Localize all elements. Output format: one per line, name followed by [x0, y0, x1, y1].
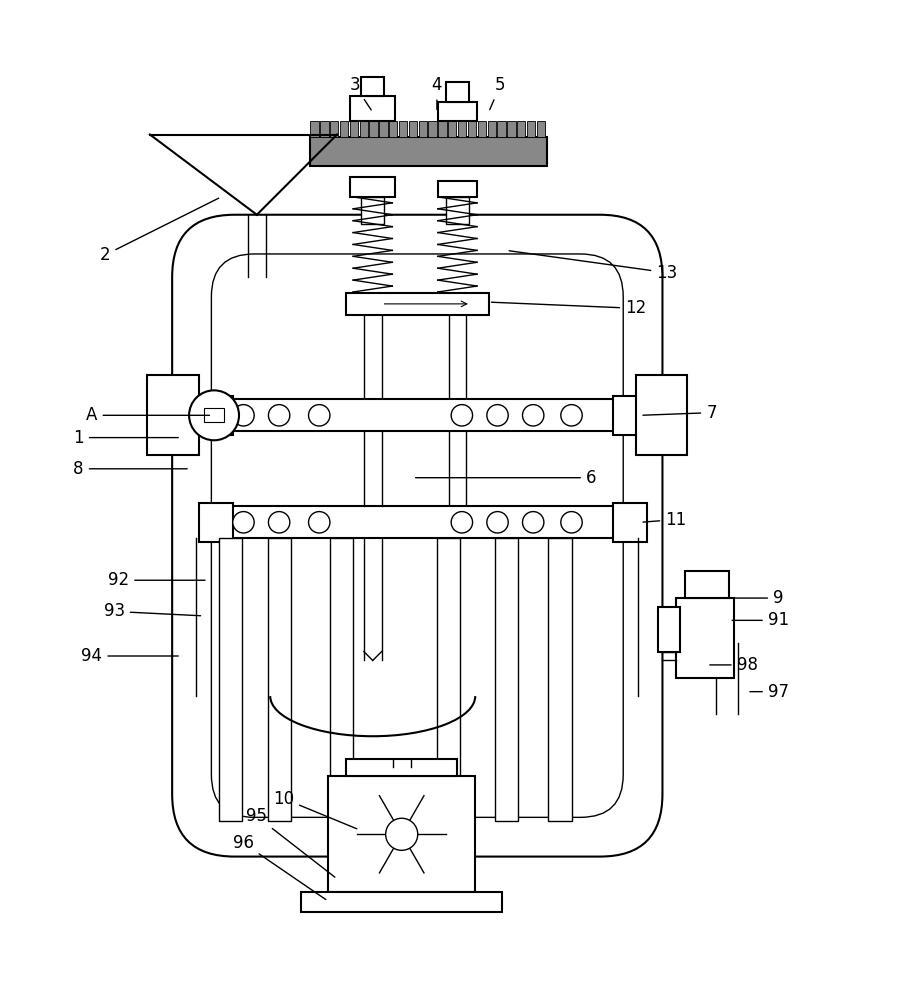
- Text: 98: 98: [710, 656, 758, 674]
- Bar: [389, 121, 397, 137]
- Text: 12: 12: [492, 299, 647, 317]
- Circle shape: [189, 390, 239, 440]
- Text: 11: 11: [643, 511, 686, 529]
- Circle shape: [487, 405, 509, 426]
- Circle shape: [309, 512, 330, 533]
- Text: 92: 92: [109, 571, 205, 589]
- Bar: [361, 77, 384, 96]
- Bar: [351, 96, 395, 121]
- Text: 95: 95: [247, 807, 335, 877]
- Text: 3: 3: [350, 76, 371, 110]
- Bar: [351, 177, 395, 197]
- Text: 96: 96: [233, 834, 326, 900]
- Bar: [409, 121, 417, 137]
- Bar: [419, 121, 427, 137]
- Bar: [328, 776, 475, 892]
- Bar: [310, 137, 546, 166]
- Bar: [675, 598, 734, 678]
- Bar: [437, 538, 460, 821]
- Bar: [439, 121, 447, 137]
- Text: 5: 5: [490, 76, 505, 110]
- Bar: [548, 538, 571, 821]
- Bar: [399, 121, 407, 137]
- Text: 8: 8: [74, 460, 187, 478]
- Bar: [527, 121, 536, 137]
- Bar: [446, 82, 469, 102]
- Bar: [507, 121, 516, 137]
- Text: 2: 2: [100, 198, 219, 264]
- Circle shape: [309, 405, 330, 426]
- Bar: [379, 121, 388, 137]
- Bar: [658, 607, 680, 652]
- Bar: [219, 538, 241, 821]
- Bar: [350, 121, 358, 137]
- Bar: [346, 293, 489, 315]
- Circle shape: [561, 512, 582, 533]
- Bar: [360, 121, 368, 137]
- Text: 94: 94: [82, 647, 179, 665]
- Bar: [301, 892, 502, 912]
- Bar: [614, 503, 648, 542]
- Bar: [199, 503, 232, 542]
- Bar: [267, 538, 291, 821]
- Bar: [487, 121, 496, 137]
- Bar: [495, 538, 518, 821]
- Circle shape: [451, 405, 473, 426]
- Text: 93: 93: [104, 602, 201, 620]
- Text: 7: 7: [643, 404, 717, 422]
- Text: 91: 91: [732, 611, 788, 629]
- Bar: [438, 102, 477, 121]
- Bar: [147, 375, 199, 455]
- Bar: [448, 121, 457, 137]
- Bar: [346, 759, 457, 776]
- Text: 13: 13: [509, 251, 677, 282]
- Bar: [438, 181, 477, 197]
- Circle shape: [268, 512, 290, 533]
- Bar: [361, 197, 384, 224]
- Bar: [204, 506, 640, 538]
- Circle shape: [232, 512, 254, 533]
- Text: 9: 9: [732, 589, 784, 607]
- Bar: [497, 121, 506, 137]
- Circle shape: [386, 818, 418, 850]
- Bar: [636, 375, 687, 455]
- Bar: [330, 538, 353, 821]
- Circle shape: [268, 405, 290, 426]
- Bar: [478, 121, 486, 137]
- Text: 97: 97: [750, 683, 788, 701]
- Bar: [370, 121, 378, 137]
- Bar: [458, 121, 466, 137]
- Text: 4: 4: [431, 76, 442, 109]
- Circle shape: [451, 512, 473, 533]
- Bar: [204, 399, 640, 431]
- Bar: [446, 197, 469, 224]
- Circle shape: [487, 512, 509, 533]
- Bar: [320, 121, 328, 137]
- Bar: [330, 121, 338, 137]
- Circle shape: [522, 512, 544, 533]
- Text: 6: 6: [415, 469, 597, 487]
- Bar: [684, 571, 729, 598]
- Bar: [614, 396, 648, 435]
- Circle shape: [232, 405, 254, 426]
- Bar: [536, 121, 545, 137]
- Circle shape: [522, 405, 544, 426]
- Bar: [517, 121, 526, 137]
- Bar: [429, 121, 437, 137]
- Bar: [468, 121, 476, 137]
- FancyBboxPatch shape: [172, 215, 663, 857]
- Text: A: A: [86, 406, 210, 424]
- Circle shape: [561, 405, 582, 426]
- Text: 10: 10: [273, 790, 357, 829]
- Bar: [340, 121, 348, 137]
- Text: 1: 1: [74, 429, 179, 447]
- Bar: [310, 121, 318, 137]
- Bar: [205, 408, 224, 422]
- Bar: [199, 396, 232, 435]
